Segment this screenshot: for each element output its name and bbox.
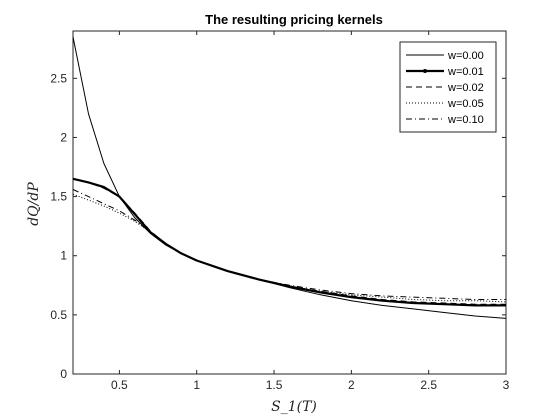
legend-label: w=0.01	[447, 66, 484, 78]
y-tick-label: 1	[60, 249, 67, 263]
legend-label: w=0.10	[447, 114, 484, 126]
legend-label: w=0.02	[447, 82, 484, 94]
x-tick-label: 0.5	[111, 378, 128, 392]
y-tick-label: 2	[60, 130, 67, 144]
x-axis: 0.5 1 1.5 2 2.5 3	[111, 31, 510, 392]
series-layer	[72, 36, 507, 319]
y-axis: 0 0.5 1 1.5 2 2.5	[50, 71, 506, 381]
x-tick-label: 2	[348, 378, 355, 392]
legend-label: w=0.05	[447, 98, 484, 110]
x-tick-label: 2.5	[420, 378, 437, 392]
y-tick-label: 0	[60, 367, 67, 381]
x-axis-label: S_1(T)	[271, 399, 317, 415]
y-tick-label: 0.5	[50, 308, 67, 322]
x-tick-label: 1.5	[266, 378, 283, 392]
series-line-w=0.02	[72, 178, 506, 305]
legend-marker	[423, 69, 427, 73]
x-tick-label: 3	[503, 378, 510, 392]
legend: w=0.00 w=0.01 w=0.02 w=0.05 w=0.10	[399, 41, 497, 133]
legend-items: w=0.00 w=0.01 w=0.02 w=0.05 w=0.10	[406, 50, 484, 126]
chart-title: The resulting pricing kernels	[205, 12, 383, 27]
y-tick-label: 1.5	[50, 190, 67, 204]
y-axis-label: dQ/dP	[26, 182, 42, 226]
x-tick-label: 1	[193, 378, 200, 392]
legend-label: w=0.00	[447, 50, 484, 62]
y-tick-label: 2.5	[50, 71, 67, 85]
